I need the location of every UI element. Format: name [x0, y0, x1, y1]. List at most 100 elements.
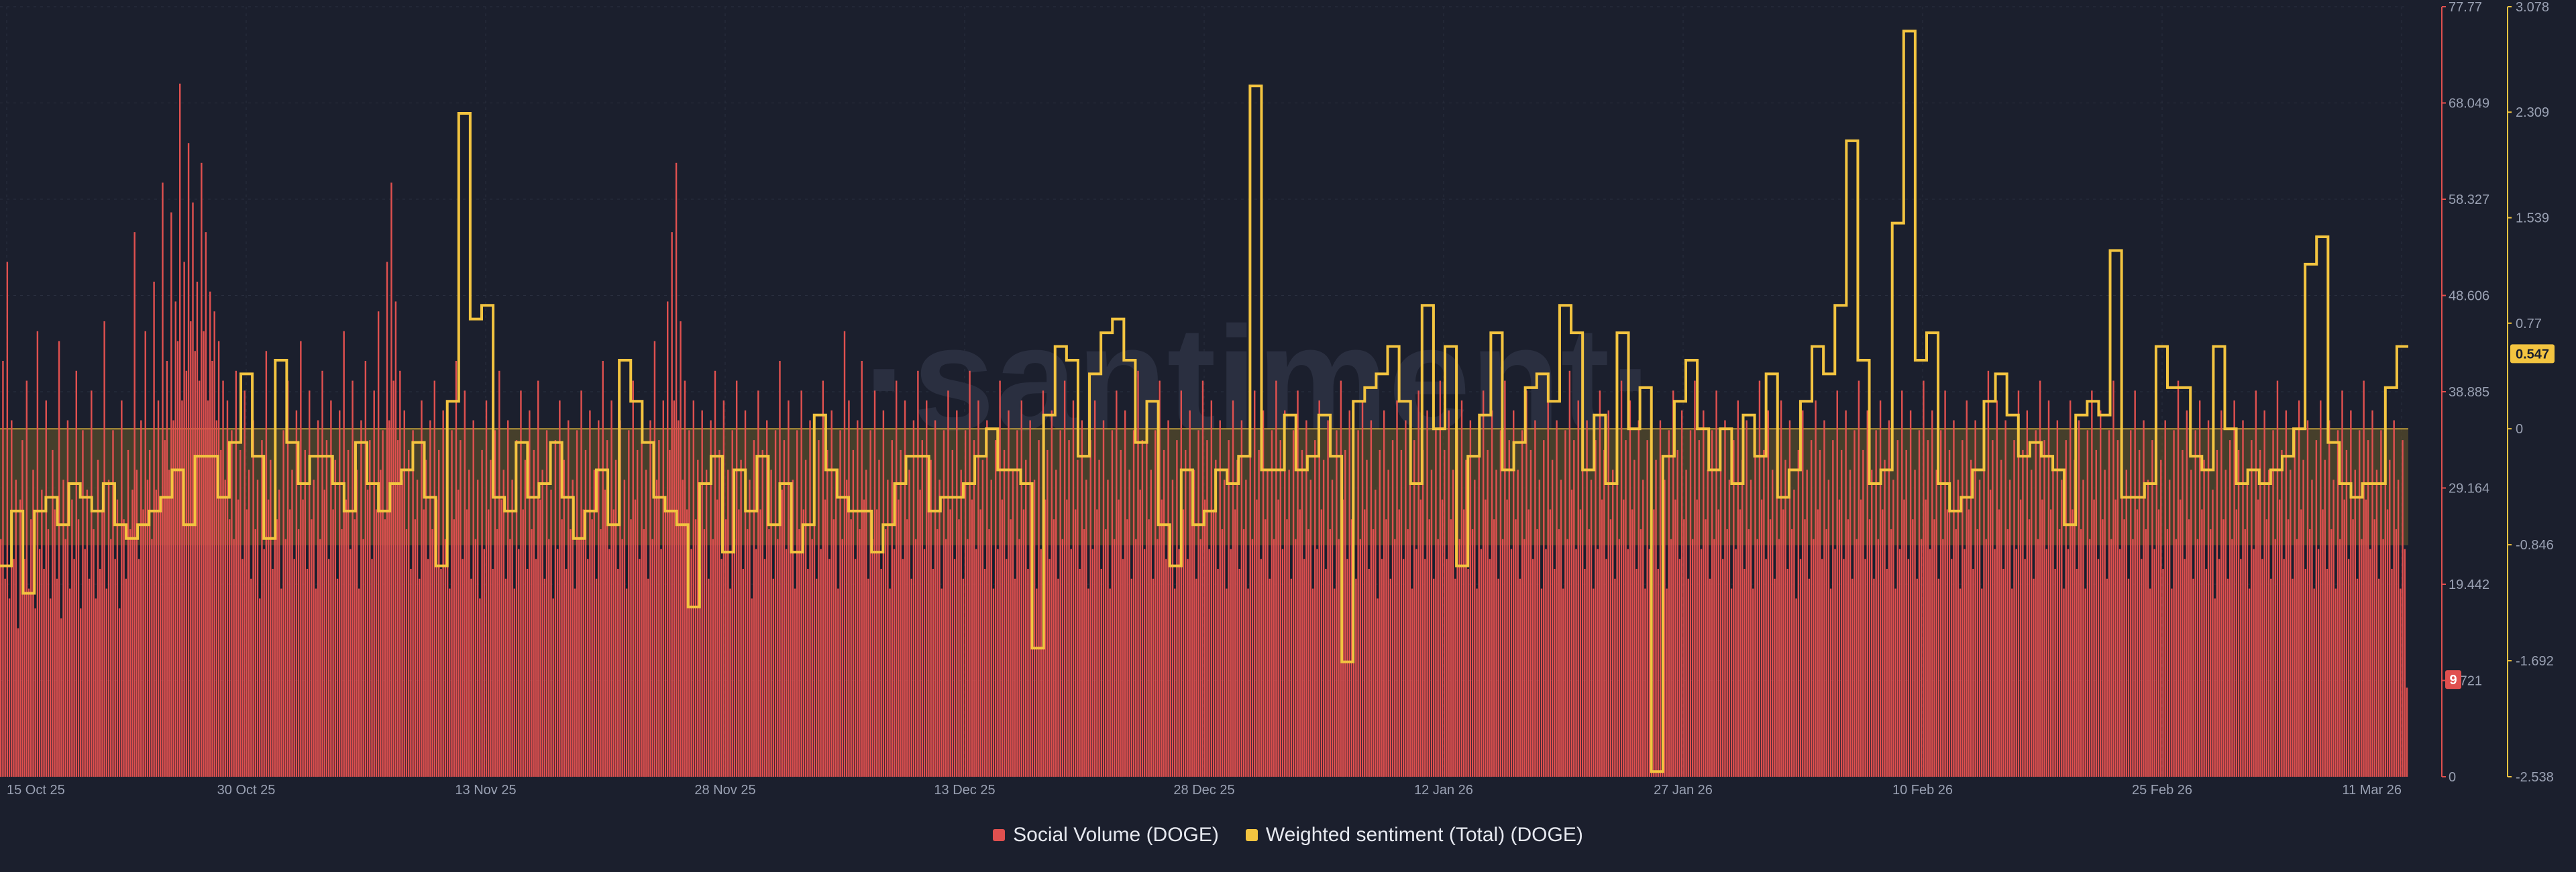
social-volume-bar — [774, 430, 777, 777]
social-volume-bar — [421, 400, 423, 777]
social-volume-bar — [1871, 470, 1873, 777]
social-volume-bar — [680, 321, 682, 777]
social-volume-bar — [857, 420, 859, 777]
social-volume-bar — [2050, 509, 2052, 777]
social-volume-bar — [1275, 380, 1277, 777]
social-volume-bar — [1143, 549, 1146, 777]
social-volume-bar — [744, 410, 747, 777]
social-volume-bar — [742, 569, 745, 777]
social-volume-bar — [956, 410, 958, 777]
social-volume-bar — [2035, 430, 2037, 777]
social-volume-bar — [1033, 480, 1036, 777]
social-volume-bar — [1199, 539, 1201, 777]
social-volume-bar — [2069, 400, 2072, 777]
social-volume-bar — [846, 480, 848, 777]
social-volume-bar — [1659, 420, 1662, 777]
right-axis-tick-label: -0.846 — [2516, 538, 2554, 553]
social-volume-bar — [2359, 430, 2361, 777]
social-volume-bar — [1346, 559, 1348, 777]
social-volume-bar — [768, 529, 770, 777]
legend-item-social-volume[interactable]: Social Volume (DOGE) — [993, 824, 1219, 847]
social-volume-bar — [591, 519, 593, 777]
social-volume-bar — [1836, 390, 1838, 777]
social-volume-bar — [1191, 519, 1193, 777]
social-volume-bar — [660, 549, 662, 777]
social-volume-bar — [2141, 559, 2143, 777]
social-volume-bar — [595, 578, 598, 777]
social-volume-bar — [608, 549, 610, 777]
social-volume-bar — [755, 549, 757, 777]
social-volume-bar — [1135, 539, 1137, 777]
social-volume-bar — [1966, 400, 1968, 777]
social-volume-bar — [973, 440, 975, 777]
social-volume-bar — [1284, 410, 1286, 777]
social-volume-bar — [490, 459, 492, 777]
social-volume-bar — [181, 400, 183, 777]
social-volume-bar — [1089, 440, 1091, 777]
social-volume-bar — [1122, 559, 1124, 777]
social-volume-bar — [986, 420, 988, 777]
social-volume-bar — [602, 361, 604, 777]
social-volume-bar — [2091, 390, 2093, 777]
social-volume-bar — [155, 489, 158, 777]
social-volume-bar — [1236, 459, 1238, 777]
social-volume-bar — [2160, 459, 2162, 777]
social-volume-bar — [494, 430, 496, 777]
social-volume-bar — [1001, 499, 1004, 777]
social-volume-bar — [192, 202, 194, 777]
social-volume-bar — [1150, 470, 1152, 777]
social-volume-bar — [101, 509, 103, 777]
social-volume-bar — [146, 480, 149, 777]
social-volume-bar — [1253, 390, 1256, 777]
social-volume-bar — [1877, 539, 1880, 777]
social-volume-bar — [554, 440, 557, 777]
social-volume-bar — [1027, 569, 1029, 777]
social-volume-bar — [131, 489, 133, 777]
legend-item-sentiment[interactable]: Weighted sentiment (Total) (DOGE) — [1245, 824, 1583, 847]
social-volume-bar — [1862, 449, 1864, 777]
social-volume-bar — [1631, 509, 1633, 777]
social-volume-bar — [4, 578, 6, 777]
social-volume-bar — [580, 390, 582, 777]
social-volume-bar — [2041, 499, 2043, 777]
social-volume-bar — [2180, 499, 2182, 777]
social-volume-bar — [362, 539, 364, 777]
social-volume-bar — [759, 509, 761, 777]
social-volume-bar — [621, 539, 623, 777]
social-volume-bar — [2097, 559, 2100, 777]
social-volume-bar — [341, 529, 343, 777]
social-volume-bar — [17, 628, 19, 777]
left-axis-tick-label: 77.77 — [2449, 0, 2482, 15]
social-volume-bar — [574, 588, 576, 777]
social-volume-bar — [876, 509, 878, 777]
social-volume-bar — [628, 430, 630, 777]
social-volume-bar — [1091, 549, 1094, 777]
social-volume-bar — [1562, 588, 1564, 777]
social-volume-bar — [84, 549, 86, 777]
social-volume-bar — [837, 588, 839, 777]
social-volume-bar — [2080, 529, 2082, 777]
social-volume-bar — [1843, 559, 1845, 777]
social-volume-bar — [1232, 400, 1234, 777]
social-volume-bar — [1657, 569, 1659, 777]
social-volume-bar — [794, 588, 796, 777]
social-volume-bar — [451, 430, 453, 777]
social-volume-bar — [1898, 549, 1901, 777]
social-volume-bar — [1085, 480, 1087, 777]
social-volume-bar — [1821, 559, 1823, 777]
social-volume-bar — [2116, 440, 2119, 777]
social-volume-bar — [1558, 529, 1560, 777]
social-volume-bar — [1860, 499, 1862, 777]
social-volume-bar — [1057, 578, 1059, 777]
social-volume-bar — [833, 519, 835, 777]
chart-svg: ·santiment· 15 Oct 25 30 Oct 25 13 Nov 25 2… — [0, 0, 2555, 798]
x-tick-label: 15 Oct 25 — [7, 783, 65, 798]
social-volume-bar — [1560, 480, 1562, 777]
social-volume-bar — [263, 549, 265, 777]
x-tick-label: 28 Nov 25 — [694, 783, 755, 798]
social-volume-bar — [226, 400, 229, 777]
social-volume-bar — [151, 539, 153, 777]
social-volume-bar — [578, 539, 580, 777]
social-volume-bar — [2287, 519, 2290, 777]
social-volume-bar — [2182, 449, 2184, 777]
